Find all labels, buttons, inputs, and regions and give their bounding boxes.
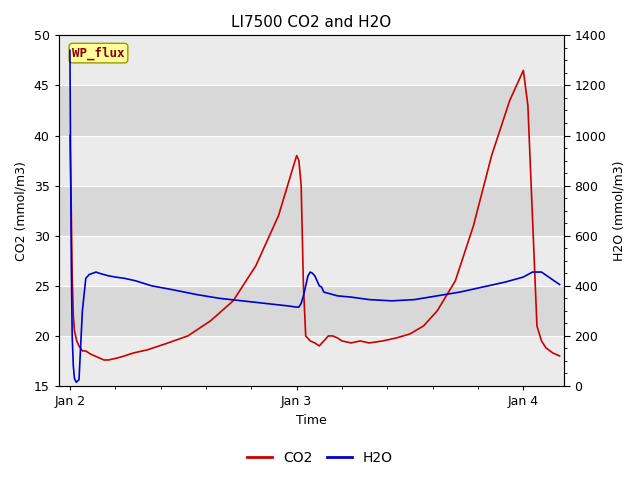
Bar	[59, 85, 564, 135]
Bar	[59, 286, 564, 336]
Bar	[59, 135, 564, 186]
X-axis label: Time: Time	[296, 414, 327, 427]
Bar	[59, 36, 564, 85]
Y-axis label: CO2 (mmol/m3): CO2 (mmol/m3)	[15, 161, 28, 261]
Bar	[59, 336, 564, 386]
Text: WP_flux: WP_flux	[72, 47, 125, 60]
Bar	[59, 186, 564, 236]
Bar	[59, 236, 564, 286]
Title: LI7500 CO2 and H2O: LI7500 CO2 and H2O	[231, 15, 392, 30]
Y-axis label: H2O (mmol/m3): H2O (mmol/m3)	[612, 160, 625, 261]
Legend: CO2, H2O: CO2, H2O	[242, 445, 398, 471]
